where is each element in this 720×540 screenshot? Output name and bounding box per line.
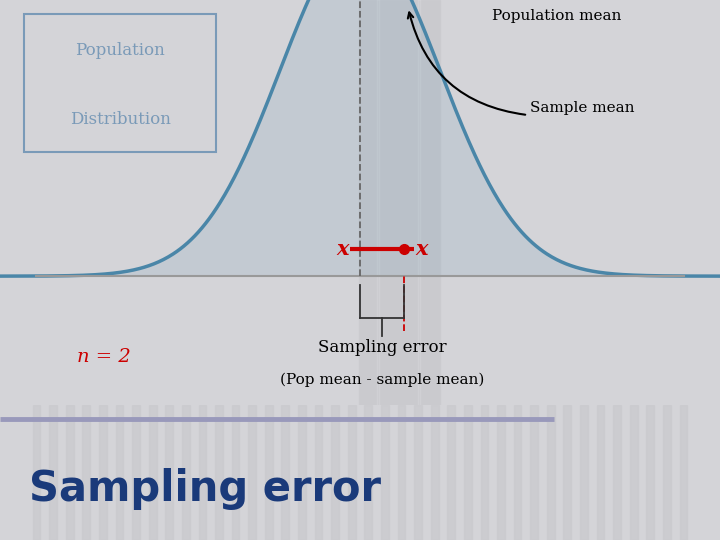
Bar: [166, 405, 174, 540]
Text: x: x: [415, 239, 428, 259]
Bar: [369, 0, 370, 405]
Bar: [359, 0, 360, 405]
Bar: [530, 405, 538, 540]
Bar: [663, 405, 671, 540]
Bar: [647, 405, 654, 540]
Bar: [580, 405, 588, 540]
Bar: [406, 0, 408, 405]
Bar: [435, 0, 436, 405]
Bar: [83, 405, 90, 540]
Bar: [414, 405, 422, 540]
Bar: [402, 0, 403, 405]
Bar: [32, 405, 40, 540]
Bar: [116, 405, 123, 540]
Bar: [365, 0, 366, 405]
Bar: [497, 405, 505, 540]
Bar: [265, 405, 273, 540]
Bar: [464, 405, 472, 540]
Text: Sampling error: Sampling error: [318, 339, 446, 356]
Bar: [546, 405, 554, 540]
Bar: [215, 405, 223, 540]
Bar: [397, 405, 405, 540]
Bar: [49, 405, 57, 540]
Bar: [680, 405, 688, 540]
Bar: [298, 405, 306, 540]
Text: Distribution: Distribution: [70, 111, 171, 128]
Bar: [613, 405, 621, 540]
Bar: [66, 405, 73, 540]
Bar: [404, 0, 405, 405]
Bar: [564, 405, 571, 540]
Bar: [437, 0, 438, 405]
Bar: [396, 0, 397, 405]
Text: Population: Population: [75, 42, 165, 59]
Bar: [429, 0, 430, 405]
Bar: [420, 0, 421, 405]
Bar: [392, 0, 393, 405]
Bar: [386, 0, 387, 405]
Bar: [630, 405, 637, 540]
Bar: [416, 0, 418, 405]
Text: n = 2: n = 2: [77, 348, 131, 366]
Bar: [132, 405, 140, 540]
Text: (Pop mean - sample mean): (Pop mean - sample mean): [280, 373, 484, 387]
Bar: [439, 0, 440, 405]
Text: Sample mean: Sample mean: [530, 101, 634, 115]
Bar: [379, 0, 380, 405]
Bar: [447, 405, 455, 540]
Bar: [149, 405, 156, 540]
Bar: [418, 0, 420, 405]
Bar: [400, 0, 401, 405]
Text: x: x: [336, 239, 348, 259]
Bar: [331, 405, 339, 540]
Bar: [361, 0, 362, 405]
Bar: [381, 405, 389, 540]
Text: Population mean: Population mean: [492, 9, 621, 23]
Bar: [315, 405, 323, 540]
Bar: [433, 0, 434, 405]
Bar: [248, 405, 256, 540]
Bar: [513, 405, 521, 540]
Bar: [398, 0, 399, 405]
Bar: [364, 405, 372, 540]
Bar: [367, 0, 368, 405]
Bar: [427, 0, 428, 405]
Bar: [408, 0, 409, 405]
Bar: [388, 0, 389, 405]
Bar: [377, 0, 379, 405]
Bar: [375, 0, 377, 405]
Bar: [390, 0, 391, 405]
Bar: [431, 405, 438, 540]
Bar: [480, 405, 488, 540]
Bar: [348, 405, 356, 540]
FancyBboxPatch shape: [24, 14, 216, 152]
Bar: [232, 405, 240, 540]
Text: Sampling error: Sampling error: [29, 468, 381, 510]
Bar: [182, 405, 190, 540]
Bar: [199, 405, 207, 540]
Bar: [282, 405, 289, 540]
Bar: [431, 0, 432, 405]
Bar: [597, 405, 604, 540]
Bar: [99, 405, 107, 540]
Bar: [425, 0, 426, 405]
Bar: [394, 0, 395, 405]
Bar: [410, 0, 411, 405]
Bar: [363, 0, 364, 405]
